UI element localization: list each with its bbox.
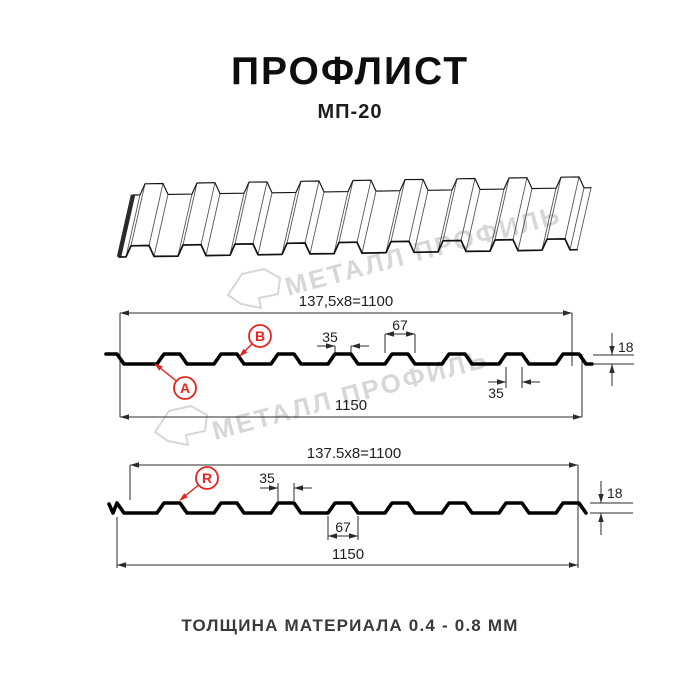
profile-back-diagram bbox=[107, 462, 633, 568]
marker-b-label: B bbox=[255, 328, 265, 344]
dim-rib-bottom-width-back: 67 bbox=[335, 519, 351, 535]
dim-module-back: 137.5x8=1100 bbox=[307, 445, 401, 462]
metal-profil-logo-icon bbox=[154, 405, 208, 446]
dim-rib-top-width-back: 35 bbox=[259, 470, 275, 486]
title-block: ПРОФЛИСТ МП-20 bbox=[0, 50, 700, 124]
dim-module-front: 137,5x8=1100 bbox=[299, 293, 393, 310]
dim-rib-bottom-width-front: 67 bbox=[392, 317, 408, 333]
dim-height-back: 18 bbox=[607, 485, 623, 501]
profile-front-diagram bbox=[104, 310, 634, 420]
marker-a-label: A bbox=[180, 380, 190, 396]
dim-total-width-front: 1150 bbox=[335, 397, 367, 414]
marker-r-label: R bbox=[202, 470, 212, 486]
watermark-text: МЕТАЛЛ ПРОФИЛЬ bbox=[209, 343, 492, 446]
watermark-metal-profil-lower: МЕТАЛЛ ПРОФИЛЬ bbox=[154, 343, 492, 446]
dim-height-front: 18 bbox=[618, 339, 634, 355]
sheet-3d-drawing bbox=[116, 176, 592, 258]
page-title: ПРОФЛИСТ bbox=[230, 50, 470, 93]
dim-rib-top-width-front-right: 35 bbox=[488, 385, 504, 401]
dim-total-width-back: 1150 bbox=[332, 546, 364, 563]
footer-note: ТОЛЩИНА МАТЕРИАЛА 0.4 - 0.8 ММ bbox=[181, 616, 519, 635]
watermark-metal-profil-upper: МЕТАЛЛ ПРОФИЛЬ bbox=[227, 199, 565, 309]
dim-rib-top-width-front: 35 bbox=[322, 329, 338, 345]
page-subtitle: МП-20 bbox=[317, 101, 383, 123]
metal-profil-logo-icon bbox=[227, 268, 281, 309]
